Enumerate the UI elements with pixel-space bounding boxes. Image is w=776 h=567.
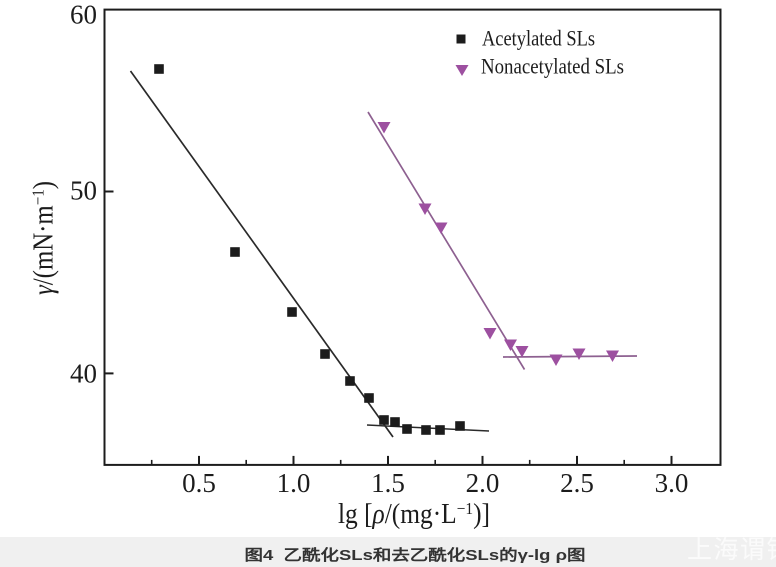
svg-text:0.5: 0.5 — [182, 468, 216, 498]
svg-text:1.5: 1.5 — [371, 468, 405, 498]
svg-text:上海谓铝: 上海谓铝 — [687, 536, 776, 564]
svg-text:40: 40 — [70, 359, 97, 389]
svg-text:Acetylated SLs: Acetylated SLs — [482, 26, 595, 51]
svg-text:图4 乙酰化SLs和去乙酰化SLs的γ-lg ρ图: 图4 乙酰化SLs和去乙酰化SLs的γ-lg ρ图 — [245, 546, 586, 564]
svg-text:60: 60 — [70, 0, 97, 30]
svg-text:2.5: 2.5 — [560, 468, 594, 498]
svg-text:2.0: 2.0 — [466, 468, 500, 498]
svg-text:3.0: 3.0 — [655, 468, 689, 498]
svg-text:1.0: 1.0 — [277, 468, 311, 498]
svg-text:50: 50 — [70, 176, 97, 206]
svg-text:Nonacetylated SLs: Nonacetylated SLs — [481, 54, 624, 79]
